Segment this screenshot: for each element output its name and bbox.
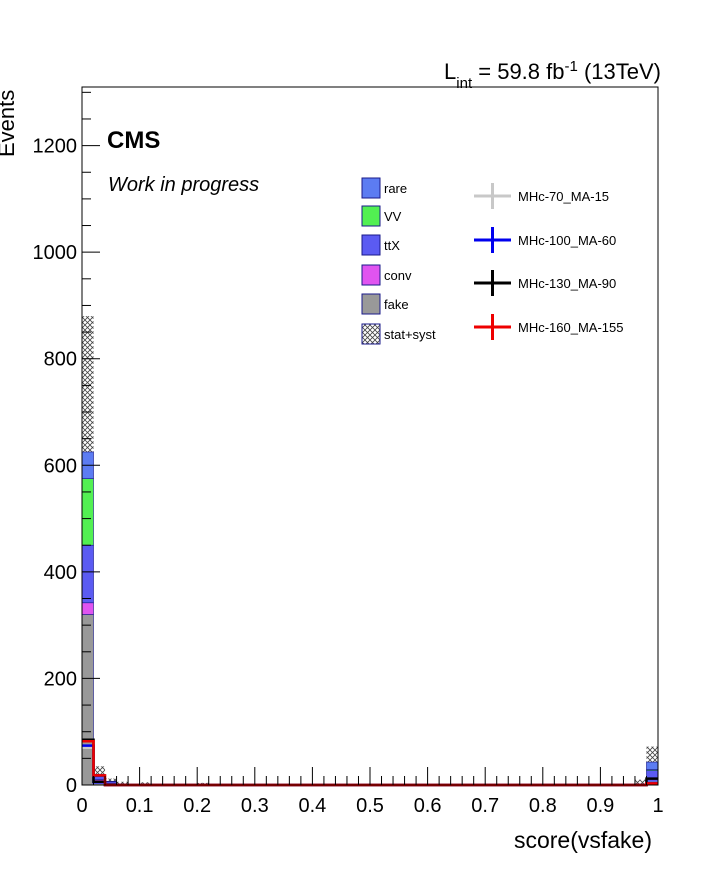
y-tick-label: 800 [44, 349, 77, 371]
y-tick-label: 600 [44, 455, 77, 477]
cms-label: CMS [107, 127, 160, 154]
legend-label-conv: conv [384, 268, 412, 283]
x-tick-label: 0 [76, 795, 87, 817]
legend-label-mhc-130-ma-90: MHc-130_MA-90 [518, 276, 616, 291]
y-tick-label: 400 [44, 562, 77, 584]
y-tick-label: 0 [66, 775, 77, 797]
legend-swatch-stat-syst [361, 323, 381, 345]
legend-swatch-rare [361, 177, 381, 199]
legend-swatch-fake [361, 293, 381, 315]
x-tick-label: 0.7 [471, 795, 499, 817]
bar-vv [81, 478, 94, 546]
x-tick-label: 0.6 [414, 795, 442, 817]
x-tick-label: 0.5 [356, 795, 384, 817]
bar-conv [81, 602, 94, 615]
axes-layer: 0 0.1 0.2 0.3 0.4 0.5 0.6 0.7 0.8 0.9 1 0 200 400 600 8… [33, 91, 664, 817]
bar-rare [646, 761, 659, 770]
y-axis-label: Events [0, 90, 19, 157]
work-in-progress-label: Work in progress [108, 174, 259, 196]
legend-label-rare: rare [384, 181, 407, 196]
x-tick-label: 0.2 [183, 795, 211, 817]
x-tick-label: 1 [652, 795, 663, 817]
stacked-bars-layer [81, 451, 659, 786]
x-tick-label: 0.4 [298, 795, 326, 817]
legend-label-ttx: ttX [384, 238, 400, 253]
bar-ttx [81, 544, 94, 604]
x-tick-label: 0.8 [529, 795, 557, 817]
legend: rare VV ttX conv fake stat+syst MHc-70_MA-15 MH… [361, 177, 624, 345]
legend-swatch-conv [361, 264, 381, 286]
uncertainty-band [93, 766, 106, 781]
uncertainty-band [116, 781, 129, 785]
x-tick-label: 0.3 [241, 795, 269, 817]
x-axis-label: score(vsfake) [514, 827, 652, 853]
bar-rare [104, 780, 117, 783]
legend-label-mhc-70-ma-15: MHc-70_MA-15 [518, 189, 609, 204]
legend-swatch-vv [361, 205, 381, 227]
legend-label-mhc-160-ma-155: MHc-160_MA-155 [518, 320, 624, 335]
y-tick-label: 1000 [33, 242, 78, 264]
legend-label-fake: fake [384, 297, 409, 312]
legend-swatch-ttx [361, 234, 381, 256]
bar-ttx [93, 776, 106, 780]
legend-label-vv: VV [384, 209, 402, 224]
uncertainty-band-layer [82, 316, 658, 785]
y-tick-label: 200 [44, 668, 77, 690]
bar-fake [81, 614, 94, 786]
legend-label-stat-syst: stat+syst [384, 327, 436, 342]
legend-label-mhc-100-ma-60: MHc-100_MA-60 [518, 233, 616, 248]
uncertainty-band [646, 746, 658, 775]
uncertainty-band [139, 782, 152, 785]
luminosity-label: Lint = 59.8 fb-1 (13TeV) [444, 58, 661, 92]
y-tick-label: 1200 [33, 136, 78, 158]
x-tick-label: 0.1 [126, 795, 154, 817]
uncertainty-band [634, 779, 647, 785]
x-tick-label: 0.9 [586, 795, 614, 817]
